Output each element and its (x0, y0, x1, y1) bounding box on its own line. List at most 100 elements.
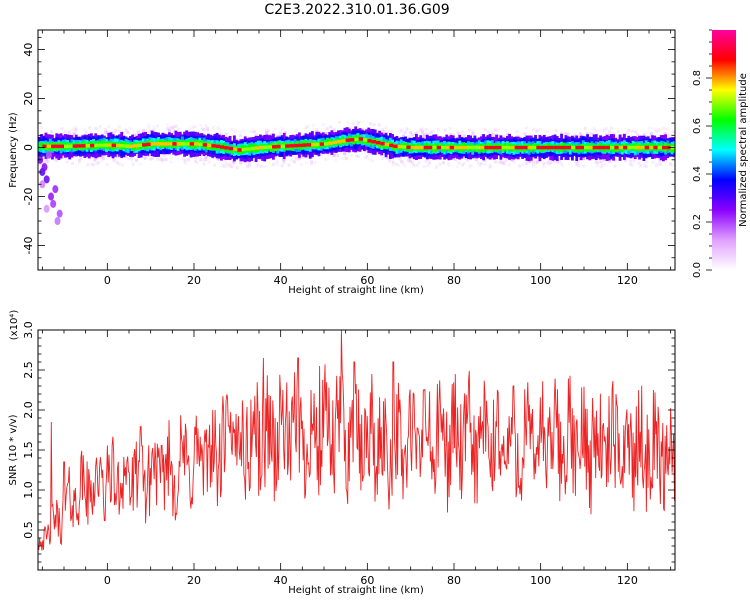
heatmap-cell (249, 130, 253, 134)
heatmap-cell (402, 134, 405, 138)
heatmap-cell (556, 159, 560, 163)
heatmap-cell (398, 130, 402, 134)
heatmap-cell (594, 160, 598, 164)
heatmap-cell (497, 161, 501, 165)
heatmap-cell (410, 145, 416, 150)
heatmap-cell (436, 127, 440, 131)
heatmap-cell (457, 161, 461, 165)
heatmap-cell (462, 145, 468, 150)
heatmap-cell (315, 142, 320, 147)
heatmap-cell (507, 163, 511, 167)
heatmap-cell (251, 130, 255, 134)
heatmap-cell (294, 156, 298, 160)
heatmap-cell (310, 162, 314, 166)
heatmap-cell (325, 132, 329, 136)
heatmap-cell (252, 130, 256, 134)
heatmap-cell (464, 156, 468, 160)
heatmap-cell (575, 161, 579, 165)
heatmap-cell (493, 128, 497, 132)
heatmap-cell (655, 129, 659, 133)
heatmap-cell (103, 127, 107, 131)
heatmap-cell (599, 165, 603, 169)
heatmap-cell (332, 154, 336, 158)
heatmap-cell (469, 163, 473, 167)
heatmap-cell (535, 129, 539, 133)
colorbar-tick-label: 0.6 (692, 118, 703, 134)
heatmap-cell (202, 128, 206, 132)
heatmap-cell (116, 161, 119, 165)
heatmap-cell (467, 145, 472, 150)
heatmap-cell (656, 128, 660, 132)
heatmap-cell (230, 165, 234, 169)
heatmap-cell (535, 160, 539, 164)
heatmap-cell (95, 162, 99, 166)
heatmap-cell (476, 161, 480, 165)
heatmap-cell (542, 165, 546, 169)
heatmap-cell (247, 161, 251, 165)
heatmap-cell (630, 164, 634, 168)
heatmap-cell (142, 143, 147, 147)
heatmap-cell (112, 158, 116, 162)
heatmap-cell (124, 154, 128, 158)
heatmap-cell (594, 129, 598, 133)
heatmap-cell (93, 158, 97, 162)
heatmap-cell (381, 156, 385, 160)
heatmap-cell (39, 126, 43, 130)
heatmap-cell (384, 142, 390, 147)
heatmap-cell (483, 128, 487, 132)
heatmap-cell (198, 142, 203, 147)
heatmap-cell (282, 158, 286, 162)
heatmap-cell (377, 123, 381, 127)
heatmap-cell (81, 144, 86, 148)
heatmap-cell (148, 129, 152, 133)
heatmap-cell (486, 130, 490, 134)
heatmap-cell (343, 151, 347, 155)
heatmap-cell (298, 156, 301, 160)
heatmap-cell (302, 143, 307, 147)
heatmap-cell (483, 162, 487, 166)
heatmap-cell (120, 144, 125, 148)
heatmap-cell (183, 161, 187, 165)
heatmap-cell (415, 163, 419, 167)
y-tick-label: 0 (22, 144, 35, 151)
heatmap-cell (356, 120, 360, 124)
heatmap-cell (471, 129, 475, 133)
heatmap-cell (358, 120, 362, 124)
heatmap-cell (414, 132, 418, 136)
heatmap-cell (603, 157, 607, 161)
heatmap-ylabel: Frequency (Hz) (8, 112, 19, 188)
heatmap-cell (285, 144, 290, 148)
heatmap-cell (187, 158, 191, 162)
heatmap-cell (523, 132, 527, 136)
heatmap-cell (159, 142, 164, 146)
y-tick-label: 20 (22, 92, 35, 106)
heatmap-cell (72, 126, 76, 130)
heatmap-cell (434, 165, 438, 169)
heatmap-cell (215, 144, 221, 149)
heatmap-cell (85, 144, 91, 148)
heatmap-cell (241, 147, 247, 152)
heatmap-cell (93, 158, 97, 162)
heatmap-cell (443, 128, 447, 132)
heatmap-cell (202, 158, 206, 162)
heatmap-cell (206, 128, 210, 132)
heatmap-cell (204, 124, 208, 128)
heatmap-scatter-point (52, 185, 59, 194)
x-tick-label: 100 (530, 574, 551, 587)
heatmap-cell (223, 159, 227, 163)
heatmap-cell (185, 142, 190, 146)
heatmap-cell (644, 160, 648, 164)
heatmap-cell (168, 142, 173, 146)
heatmap-cell (164, 158, 168, 162)
heatmap-cell (356, 122, 360, 126)
heatmap-cell (218, 157, 222, 161)
heatmap-cell (532, 127, 535, 131)
heatmap-cell (610, 126, 613, 130)
heatmap-cell (116, 143, 121, 148)
heatmap-cell (367, 157, 371, 161)
heatmap-cell (332, 140, 338, 145)
heatmap-cell (289, 158, 293, 162)
heatmap-cell (282, 157, 286, 161)
heatmap-cell (553, 145, 559, 150)
